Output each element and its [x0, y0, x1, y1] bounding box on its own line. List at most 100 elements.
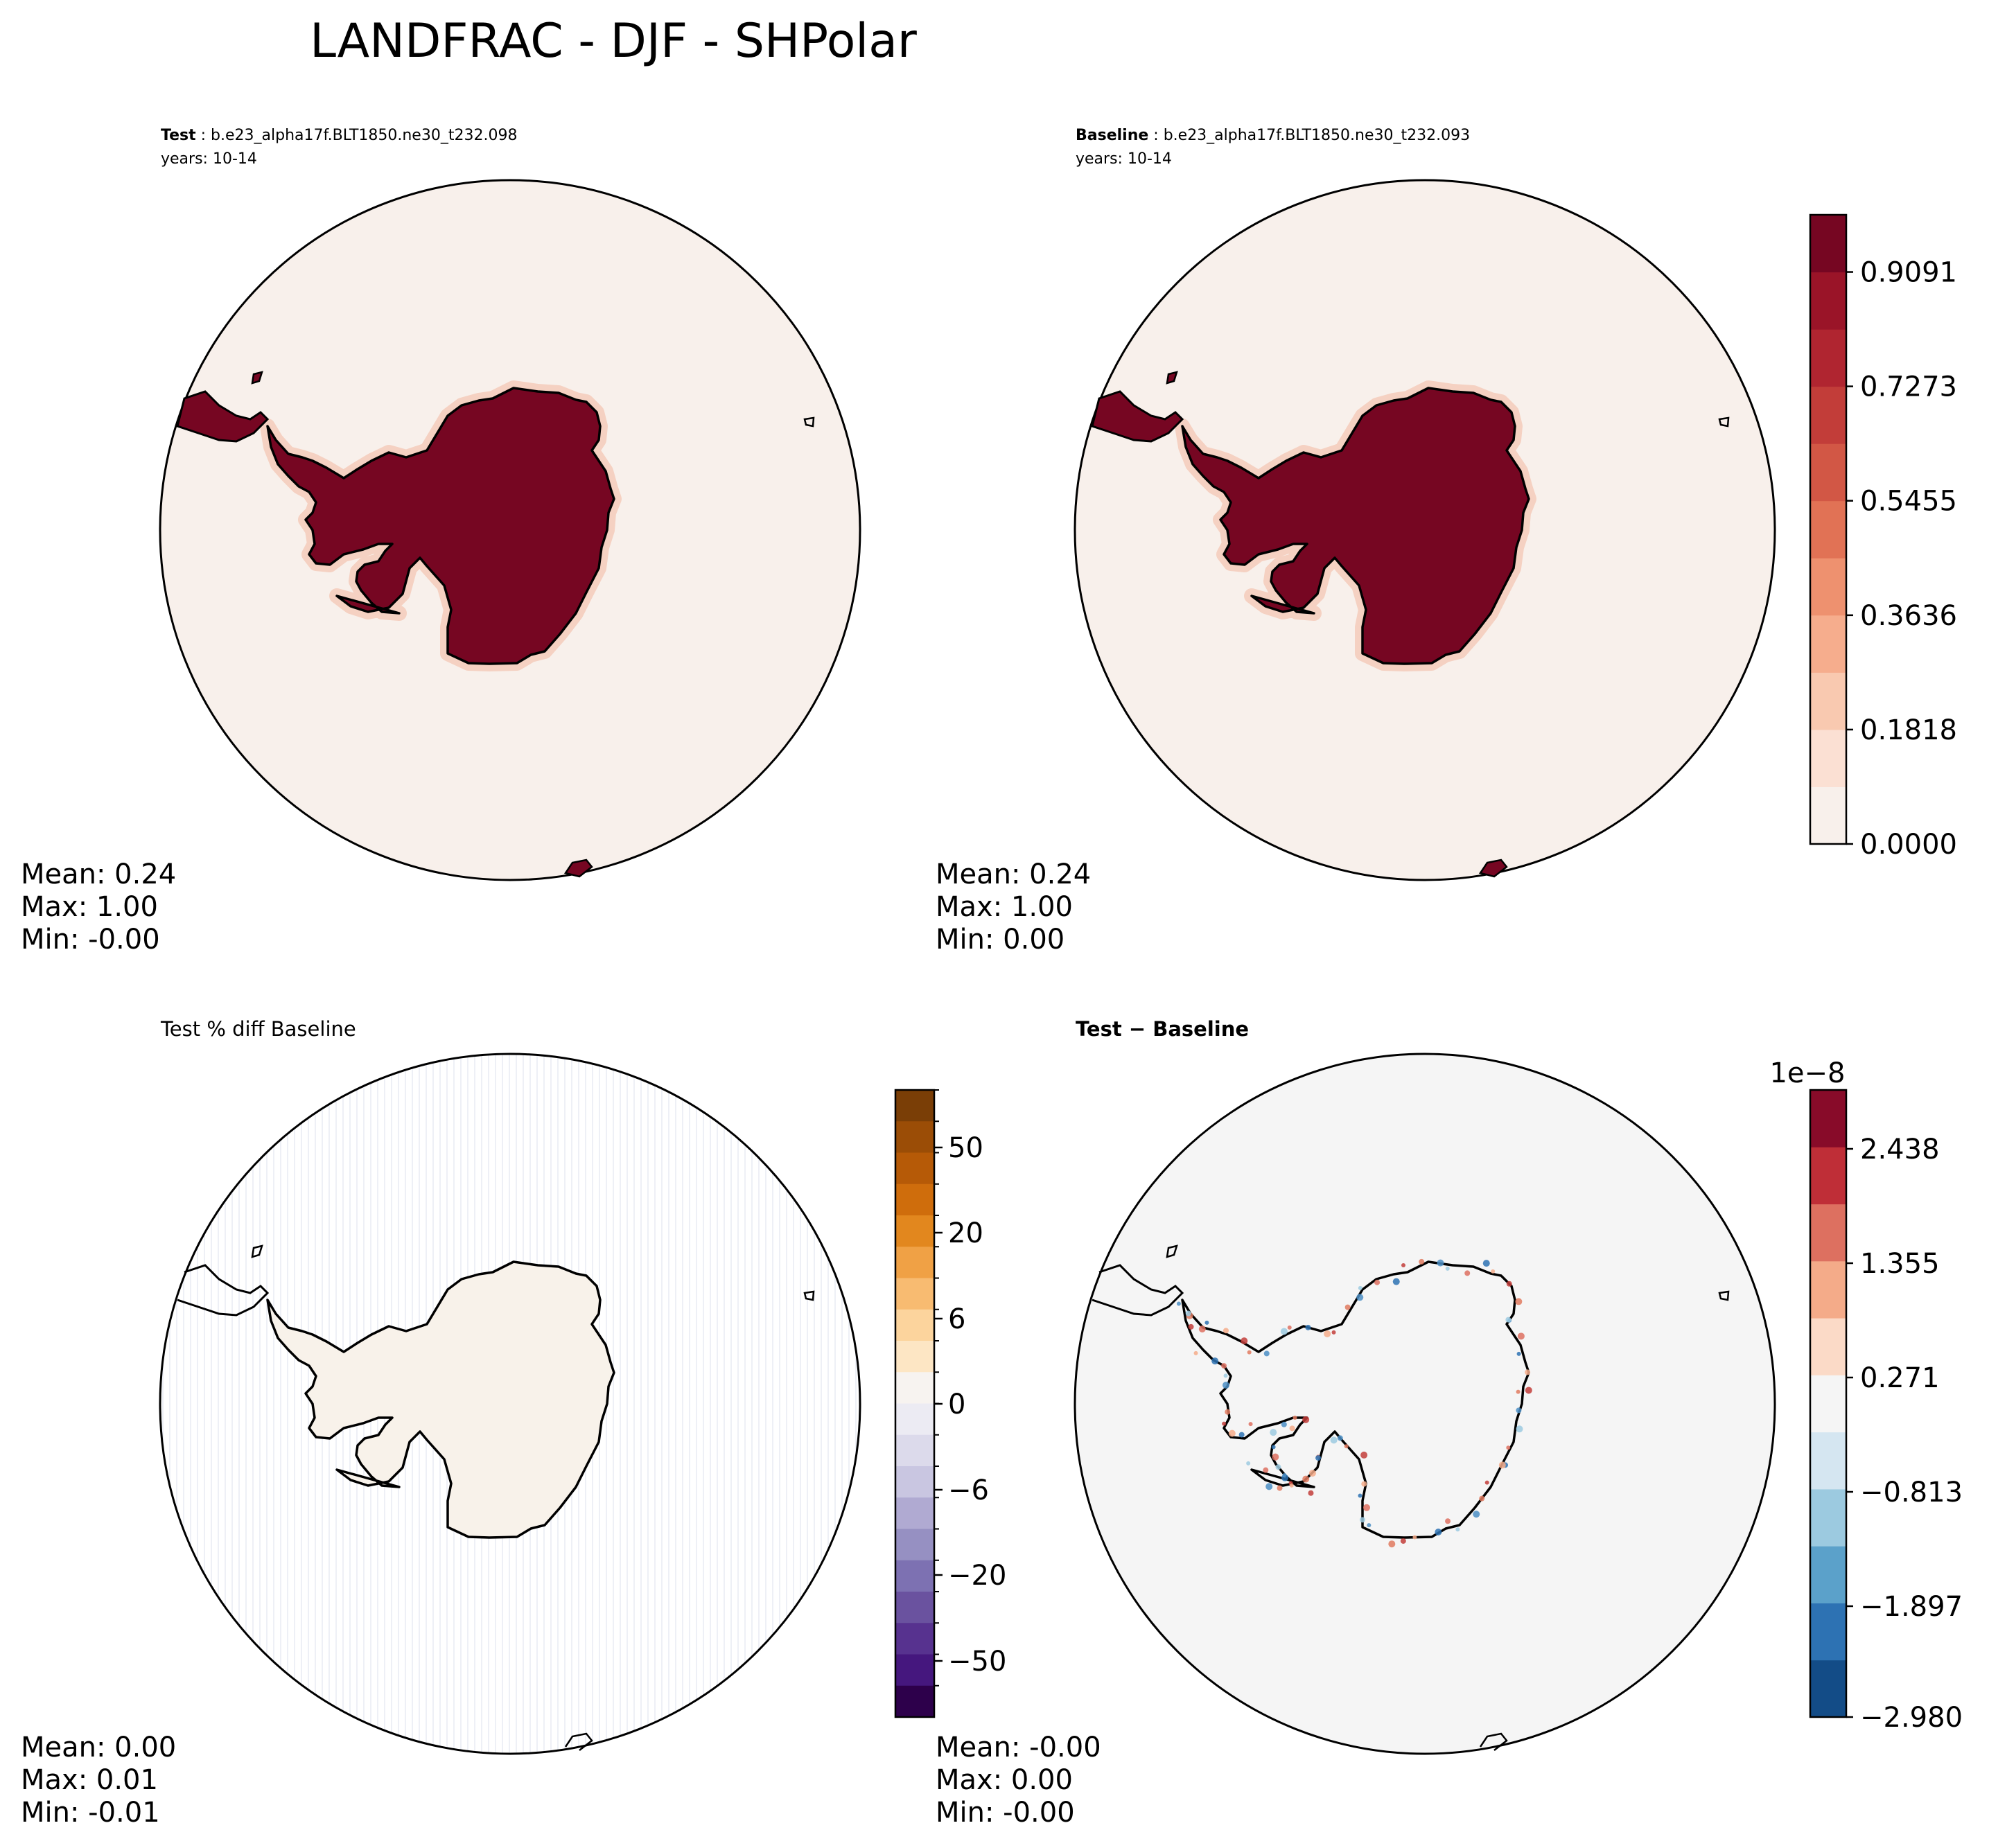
colorbar-tick-label: 0.3636 — [1860, 600, 1957, 632]
diff-speckle — [1308, 1490, 1314, 1496]
colorbar-swatch — [895, 1497, 934, 1529]
diff-speckle — [1358, 1493, 1362, 1498]
diff-speckle — [1505, 1317, 1512, 1323]
diff-map — [1074, 1053, 1776, 1755]
baseline-stat-mean: Mean: 0.24 — [936, 859, 1091, 890]
colorbar-tick-label: 1.355 — [1860, 1248, 1940, 1280]
svg-text:Baseline : b.e23_alpha17f.BLT1: Baseline : b.e23_alpha17f.BLT1850.ne30_t… — [1076, 127, 1470, 144]
antarctica-outline — [266, 1260, 615, 1539]
colorbar-tick-label: −50 — [948, 1646, 1006, 1678]
panel-diff: Test − Baseline Mean: -0.00 Max: 0.00 Mi… — [936, 1017, 1776, 1829]
diff-speckle — [1484, 1480, 1489, 1485]
diff-speckle — [1482, 1260, 1490, 1267]
antarctica-land — [266, 387, 615, 665]
diff-speckle — [1228, 1429, 1236, 1437]
island-outline — [251, 1244, 263, 1258]
pctdiff-stat-mean: Mean: 0.00 — [21, 1732, 176, 1763]
diff-speckle — [1516, 1425, 1523, 1433]
diff-speckle — [1367, 1523, 1372, 1528]
diff-speckle — [1293, 1416, 1297, 1420]
diff-speckle — [1473, 1511, 1480, 1518]
diff-speckle — [1506, 1281, 1512, 1287]
baseline-stat-min: Min: 0.00 — [936, 924, 1064, 956]
diff-speckle — [1223, 1373, 1228, 1378]
colorbar-swatch — [1810, 1318, 1846, 1375]
diff-speckle — [1360, 1517, 1365, 1523]
panel-test: Test : b.e23_alpha17f.BLT1850.ne30_t232.… — [21, 127, 861, 956]
colorbar-swatch — [1810, 615, 1846, 673]
south-america-outline — [1092, 1264, 1184, 1317]
island-outline — [803, 1290, 815, 1301]
colorbar-swatch — [1810, 1147, 1846, 1205]
colorbar-swatch — [1810, 1260, 1846, 1319]
colorbar-swatch — [895, 1090, 934, 1122]
diff-speckle — [1516, 1351, 1521, 1356]
colorbar-swatch — [895, 1152, 934, 1185]
colorbar-tick-label: 0.0000 — [1860, 829, 1957, 861]
colorbar-tick-label: 20 — [948, 1217, 983, 1249]
test-stat-max: Max: 1.00 — [21, 891, 158, 923]
diff-speckle — [1344, 1304, 1351, 1310]
colorbar-swatch — [895, 1121, 934, 1153]
diff-speckle — [1282, 1472, 1287, 1477]
colorbar-swatch — [895, 1592, 934, 1623]
diff-speckle — [1516, 1407, 1522, 1414]
diff-speckle — [1248, 1422, 1253, 1427]
colorbar-swatch — [1810, 786, 1846, 845]
bottom-land — [1478, 859, 1508, 878]
colorbar-tick-label: −0.813 — [1860, 1477, 1963, 1508]
island-land — [1166, 371, 1178, 385]
diff-speckle — [1330, 1436, 1338, 1444]
diff-speckle — [1437, 1259, 1444, 1267]
diff-speckle — [1525, 1369, 1531, 1375]
diff-speckle — [1176, 1301, 1181, 1306]
diff-speckle — [1374, 1279, 1381, 1285]
diff-speckle — [1265, 1483, 1273, 1490]
colorbar-swatch — [895, 1623, 934, 1655]
colorbar-swatch — [1810, 1660, 1846, 1718]
colorbar-tick-label: 6 — [948, 1303, 965, 1335]
island-outline — [1166, 1244, 1178, 1258]
svg-text:Test : b.e23_alpha17f.BLT1850.: Test : b.e23_alpha17f.BLT1850.ne30_t232.… — [161, 127, 517, 144]
south-america-land — [176, 390, 270, 443]
diff-speckle — [1223, 1328, 1229, 1334]
diff-speckle — [1401, 1263, 1405, 1267]
island-outline — [803, 416, 815, 428]
diff-speckle — [1388, 1540, 1396, 1548]
colorbar-tick-label: −20 — [948, 1560, 1006, 1592]
colorbar-swatch — [1810, 386, 1846, 444]
panel-baseline: Baseline : b.e23_alpha17f.BLT1850.ne30_t… — [936, 127, 1776, 956]
test-stat-min: Min: -0.00 — [21, 924, 160, 956]
diff-speckle — [1305, 1324, 1311, 1330]
baseline-map — [1074, 179, 1776, 881]
diff-speckle — [1302, 1475, 1310, 1483]
colorbar-main: 0.0000 0.1818 0.3636 0.5455 0.7273 0.9091 — [1809, 213, 1957, 861]
colorbar-tick-label: 0.1818 — [1860, 714, 1957, 746]
colorbar-swatch — [895, 1341, 934, 1373]
diff-speckle — [1324, 1330, 1331, 1337]
diff-speckle — [1464, 1270, 1471, 1276]
pctdiff-stat-min: Min: -0.01 — [21, 1797, 160, 1829]
diff-speckle — [1246, 1461, 1251, 1466]
diff-speckle — [1517, 1332, 1525, 1340]
colorbar-swatch — [895, 1685, 934, 1718]
diff-stat-min: Min: -0.00 — [936, 1797, 1075, 1829]
diff-speckle — [1363, 1504, 1370, 1511]
colorbar-swatch — [1810, 329, 1846, 387]
diff-speckle — [1337, 1435, 1343, 1441]
pctdiff-stat-max: Max: 0.01 — [21, 1764, 158, 1796]
diff-speckle — [1361, 1481, 1367, 1487]
diff-speckle — [1455, 1527, 1460, 1532]
colorbar-swatch — [1810, 558, 1846, 616]
diff-speckle — [1400, 1538, 1406, 1544]
diff-speckle — [1221, 1363, 1227, 1369]
diff-speckle — [1280, 1328, 1288, 1335]
diff-speckle — [1445, 1266, 1450, 1271]
colorbar-tick-label: −2.980 — [1860, 1702, 1963, 1734]
colorbar-frame — [1809, 1089, 1848, 1718]
colorbar-pctdiff: 50 20 6 0 −6 −20 −50 — [894, 1089, 1006, 1718]
diff-speckle — [1263, 1350, 1270, 1357]
colorbar-swatch — [1810, 1204, 1846, 1262]
baseline-stat-max: Max: 1.00 — [936, 891, 1073, 923]
